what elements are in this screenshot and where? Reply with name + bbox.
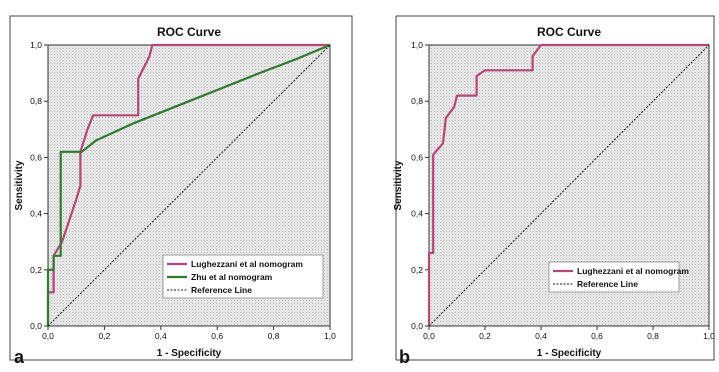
x-tick-label: 0,8	[647, 331, 659, 341]
series-line-zhu-et-al-nomogram	[46, 43, 331, 326]
y-tick-label: 0,2	[411, 265, 423, 275]
y-tick-label: 0,6	[411, 152, 423, 162]
x-tick-label: 1,0	[703, 331, 715, 341]
y-tick-label: 0,2	[30, 265, 42, 275]
x-tick-label: 0,0	[42, 331, 54, 341]
series-line-lughezzani-et-al-nomogram	[427, 43, 709, 326]
y-tick-label: 1,0	[411, 40, 423, 50]
roc-chart-a: ROC Curve 0,00,0 0,2 0,2 0,4 0,4 0,6 0,6 0,8 0,8 1…	[9, 15, 353, 367]
y-tick-label: 0,0	[411, 321, 423, 331]
panel-label: b	[399, 347, 410, 367]
y-tick-label: 0,4	[30, 209, 42, 219]
chart-title: ROC Curve	[157, 25, 221, 39]
y-tick-label: 1,0	[30, 40, 42, 50]
panel-label: a	[14, 347, 25, 367]
x-tick-label: 0,2	[98, 331, 110, 341]
x-tick-label: 1,0	[324, 331, 336, 341]
x-axis-label: 1 - Specificity	[537, 348, 602, 359]
legend: Lughezzani et al nomogram Zhu et al nomog…	[162, 254, 324, 299]
x-axis-label: 1 - Specificity	[157, 348, 222, 359]
y-tick-label: 0,8	[411, 96, 423, 106]
legend-label: Reference Line	[191, 285, 252, 295]
y-tick-label: 0,6	[30, 152, 42, 162]
legend: Lughezzani et al nomogram Reference Line	[548, 261, 689, 293]
legend-label: Lughezzani et al nomogram	[577, 266, 689, 276]
chart-title: ROC Curve	[537, 25, 601, 39]
x-tick-label: 0,0	[423, 331, 435, 341]
roc-panel-b: ROC Curve 0,0 0,0 0,2 0,2 0,4 0,4 0,6 0,6 0,8 0,8 1…	[359, 0, 719, 367]
legend-label: Lughezzani et al nomogram	[191, 259, 303, 269]
x-tick-label: 0,2	[479, 331, 491, 341]
legend-label: Reference Line	[577, 279, 638, 289]
x-tick-label: 0,6	[211, 331, 223, 341]
y-tick-label: 0,8	[30, 96, 42, 106]
x-tick-label: 0,4	[535, 331, 547, 341]
y-tick-label: 0,4	[411, 209, 423, 219]
series-line-reference-line	[428, 44, 710, 327]
y-axis-label: Sensitivity	[393, 160, 404, 210]
legend-label: Zhu et al nomogram	[191, 272, 273, 282]
roc-panel-a: ROC Curve 0,0 0,0 0,2 0,2 0,4 0,4 0,6 0,6 0,8 0,8 1…	[0, 0, 359, 367]
x-tick-label: 0,6	[591, 331, 603, 341]
y-axis-label: Sensitivity	[14, 160, 25, 210]
y-tick-label: 0,0	[30, 321, 42, 331]
x-tick-label: 0,4	[155, 331, 167, 341]
x-tick-label: 0,8	[268, 331, 280, 341]
roc-chart-b: ROC Curve 0,00,0 0,2 0,2 0,4 0,4 0,6 0,6 0,8 0,8 1…	[393, 15, 715, 367]
